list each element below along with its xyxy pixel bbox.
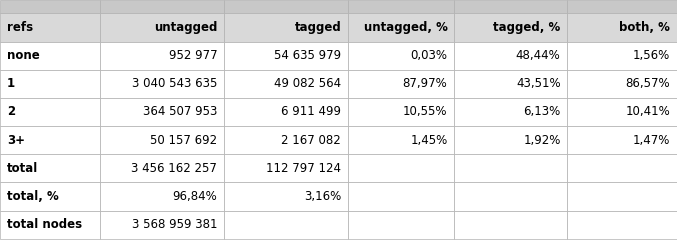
Bar: [0, 70, 100, 98]
Text: tagged, %: tagged, %: [494, 21, 561, 34]
Bar: [100, 126, 224, 154]
Text: 87,97%: 87,97%: [403, 77, 447, 90]
Bar: [224, 126, 348, 154]
Text: 86,57%: 86,57%: [626, 77, 670, 90]
Text: 48,44%: 48,44%: [516, 49, 561, 62]
Bar: [567, 0, 677, 13]
Text: 3,16%: 3,16%: [304, 190, 341, 203]
Text: 96,84%: 96,84%: [173, 190, 217, 203]
Bar: [348, 13, 454, 42]
Bar: [567, 70, 677, 98]
Text: 10,55%: 10,55%: [403, 105, 447, 119]
Text: 1,47%: 1,47%: [633, 134, 670, 147]
Text: 6 911 499: 6 911 499: [281, 105, 341, 119]
Text: 1,45%: 1,45%: [410, 134, 447, 147]
Text: 3 456 162 257: 3 456 162 257: [131, 162, 217, 175]
Bar: [0, 154, 100, 182]
Bar: [100, 98, 224, 126]
Bar: [567, 154, 677, 182]
Bar: [0, 0, 100, 13]
Text: 0,03%: 0,03%: [410, 49, 447, 62]
Text: 2: 2: [7, 105, 15, 119]
Bar: [0, 13, 100, 42]
Bar: [100, 154, 224, 182]
Text: total, %: total, %: [7, 190, 58, 203]
Bar: [348, 0, 454, 13]
Bar: [567, 98, 677, 126]
Bar: [348, 126, 454, 154]
Bar: [348, 70, 454, 98]
Text: untagged, %: untagged, %: [364, 21, 447, 34]
Bar: [454, 154, 567, 182]
Bar: [224, 42, 348, 70]
Bar: [0, 126, 100, 154]
Bar: [567, 182, 677, 211]
Bar: [224, 211, 348, 239]
Bar: [348, 211, 454, 239]
Bar: [100, 42, 224, 70]
Text: total nodes: total nodes: [7, 218, 82, 231]
Text: 6,13%: 6,13%: [523, 105, 561, 119]
Bar: [567, 13, 677, 42]
Text: 2 167 082: 2 167 082: [282, 134, 341, 147]
Bar: [0, 182, 100, 211]
Text: 364 507 953: 364 507 953: [143, 105, 217, 119]
Bar: [100, 182, 224, 211]
Bar: [100, 0, 224, 13]
Bar: [348, 98, 454, 126]
Bar: [348, 154, 454, 182]
Text: 3 040 543 635: 3 040 543 635: [132, 77, 217, 90]
Text: both, %: both, %: [619, 21, 670, 34]
Bar: [0, 98, 100, 126]
Bar: [454, 211, 567, 239]
Bar: [454, 70, 567, 98]
Bar: [224, 0, 348, 13]
Bar: [224, 70, 348, 98]
Bar: [348, 42, 454, 70]
Text: 3 568 959 381: 3 568 959 381: [132, 218, 217, 231]
Text: 49 082 564: 49 082 564: [274, 77, 341, 90]
Text: 50 157 692: 50 157 692: [150, 134, 217, 147]
Text: 10,41%: 10,41%: [626, 105, 670, 119]
Text: none: none: [7, 49, 39, 62]
Bar: [224, 13, 348, 42]
Text: 1,56%: 1,56%: [633, 49, 670, 62]
Bar: [348, 182, 454, 211]
Text: 43,51%: 43,51%: [516, 77, 561, 90]
Text: tagged: tagged: [294, 21, 341, 34]
Bar: [567, 42, 677, 70]
Text: refs: refs: [7, 21, 33, 34]
Text: total: total: [7, 162, 38, 175]
Bar: [224, 182, 348, 211]
Text: 112 797 124: 112 797 124: [266, 162, 341, 175]
Bar: [0, 211, 100, 239]
Text: untagged: untagged: [154, 21, 217, 34]
Bar: [454, 13, 567, 42]
Bar: [454, 42, 567, 70]
Bar: [100, 70, 224, 98]
Bar: [224, 98, 348, 126]
Bar: [454, 98, 567, 126]
Text: 1,92%: 1,92%: [523, 134, 561, 147]
Text: 1: 1: [7, 77, 15, 90]
Bar: [100, 211, 224, 239]
Bar: [454, 126, 567, 154]
Bar: [100, 13, 224, 42]
Bar: [454, 182, 567, 211]
Bar: [0, 42, 100, 70]
Text: 952 977: 952 977: [169, 49, 217, 62]
Bar: [224, 154, 348, 182]
Bar: [567, 126, 677, 154]
Text: 54 635 979: 54 635 979: [274, 49, 341, 62]
Text: 3+: 3+: [7, 134, 25, 147]
Bar: [567, 211, 677, 239]
Bar: [454, 0, 567, 13]
